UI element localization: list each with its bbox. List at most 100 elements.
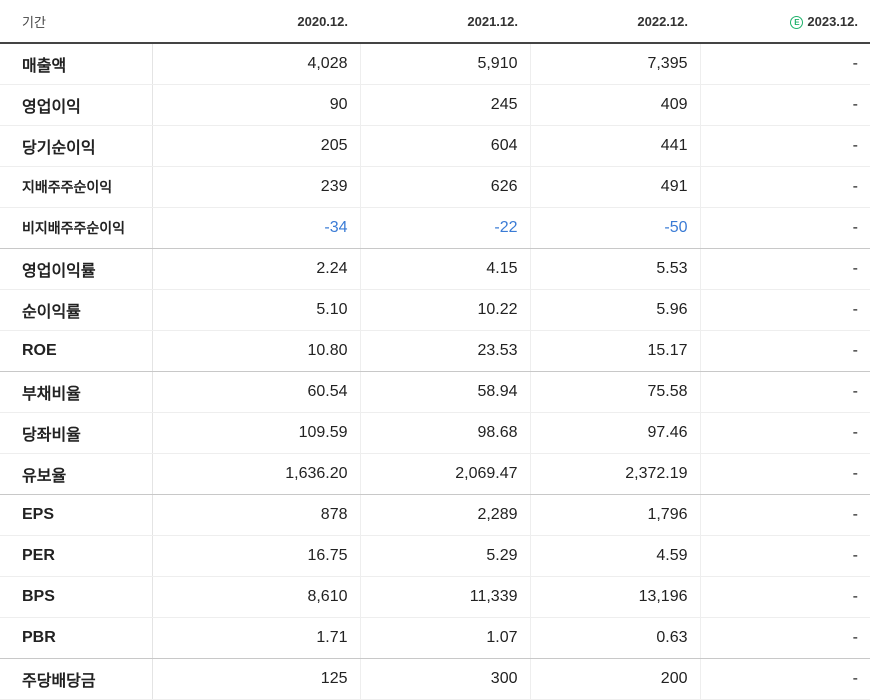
period-header: 기간 <box>0 0 152 44</box>
cell-value: 7,395 <box>530 43 701 85</box>
cell-value: -34 <box>152 207 361 249</box>
cell-value: 200 <box>530 658 701 700</box>
cell-value: - <box>700 535 870 577</box>
cell-value: 1,796 <box>530 494 701 536</box>
cell-value: - <box>700 84 870 126</box>
cell-value: - <box>700 494 870 536</box>
cell-value: 441 <box>530 125 701 167</box>
table-body: 매출액 4,028 5,910 7,395- 영업이익 90 245 409- 당기순이익 205… <box>0 43 870 700</box>
row-label: 영업이익률 <box>0 248 153 290</box>
cell-value: 491 <box>530 166 701 208</box>
cell-value: 5.96 <box>530 289 701 331</box>
cell-value: 23.53 <box>360 330 531 372</box>
cell-value: 97.46 <box>530 412 701 454</box>
table-row: 순이익률 5.10 10.22 5.96- <box>0 289 870 331</box>
table-row: 지배주주순이익 239 626 491- <box>0 166 870 208</box>
cell-value: - <box>700 453 870 495</box>
row-label: 지배주주순이익 <box>0 166 153 208</box>
cell-value: 4.15 <box>360 248 531 290</box>
column-header-2023-estimate: E 2023.12. <box>700 0 870 44</box>
cell-value: 239 <box>152 166 361 208</box>
table-row: 주당배당금 125 300 200- <box>0 658 870 700</box>
cell-value: -22 <box>360 207 531 249</box>
cell-value: 58.94 <box>360 371 531 413</box>
cell-value: 878 <box>152 494 361 536</box>
table-row: 영업이익 90 245 409- <box>0 84 870 126</box>
cell-value: 4,028 <box>152 43 361 85</box>
row-label: 주당배당금 <box>0 658 153 700</box>
cell-value: 5.29 <box>360 535 531 577</box>
cell-value: - <box>700 658 870 700</box>
row-label: BPS <box>0 576 153 618</box>
cell-value: 98.68 <box>360 412 531 454</box>
cell-value: 15.17 <box>530 330 701 372</box>
row-label: 당좌비율 <box>0 412 153 454</box>
row-label: EPS <box>0 494 153 536</box>
cell-value: 8,610 <box>152 576 361 618</box>
cell-value: 0.63 <box>530 617 701 659</box>
cell-value: 2,372.19 <box>530 453 701 495</box>
cell-value: 2,289 <box>360 494 531 536</box>
table-row: EPS 878 2,289 1,796- <box>0 494 870 536</box>
cell-value: 300 <box>360 658 531 700</box>
cell-value: - <box>700 371 870 413</box>
cell-value: 60.54 <box>152 371 361 413</box>
cell-value: - <box>700 576 870 618</box>
table-header-row: 기간 2020.12. 2021.12. 2022.12. E 2023.12. <box>0 0 870 44</box>
row-label: PER <box>0 535 153 577</box>
cell-value: 2,069.47 <box>360 453 531 495</box>
table-row: 비지배주주순이익 -34 -22 -50- <box>0 207 870 249</box>
cell-value: - <box>700 166 870 208</box>
row-label: 영업이익 <box>0 84 153 126</box>
table-row: 매출액 4,028 5,910 7,395- <box>0 43 870 85</box>
table-row: 영업이익률 2.24 4.15 5.53- <box>0 248 870 290</box>
cell-value: 626 <box>360 166 531 208</box>
table-row: BPS 8,610 11,339 13,196- <box>0 576 870 618</box>
cell-value: 245 <box>360 84 531 126</box>
row-label: 부채비율 <box>0 371 153 413</box>
cell-value: 90 <box>152 84 361 126</box>
table-row: 부채비율 60.54 58.94 75.58- <box>0 371 870 413</box>
cell-value: - <box>700 125 870 167</box>
cell-value: 125 <box>152 658 361 700</box>
row-label: PBR <box>0 617 153 659</box>
cell-value: - <box>700 43 870 85</box>
cell-value: 109.59 <box>152 412 361 454</box>
row-label: ROE <box>0 330 153 372</box>
cell-value: 4.59 <box>530 535 701 577</box>
cell-value: 1.07 <box>360 617 531 659</box>
cell-value: - <box>700 330 870 372</box>
cell-value: 1.71 <box>152 617 361 659</box>
cell-value: 205 <box>152 125 361 167</box>
cell-value: 604 <box>360 125 531 167</box>
column-header-2023-label: 2023.12. <box>807 13 858 29</box>
cell-value: - <box>700 248 870 290</box>
row-label: 매출액 <box>0 43 153 85</box>
cell-value: 11,339 <box>360 576 531 618</box>
cell-value: 5,910 <box>360 43 531 85</box>
cell-value: 2.24 <box>152 248 361 290</box>
table-row: PER 16.75 5.29 4.59- <box>0 535 870 577</box>
table-row: 유보율 1,636.20 2,069.47 2,372.19- <box>0 453 870 495</box>
cell-value: 10.22 <box>360 289 531 331</box>
cell-value: -50 <box>530 207 701 249</box>
row-label: 유보율 <box>0 453 153 495</box>
cell-value: - <box>700 289 870 331</box>
table-row: 당좌비율 109.59 98.68 97.46- <box>0 412 870 454</box>
cell-value: 1,636.20 <box>152 453 361 495</box>
cell-value: - <box>700 207 870 249</box>
estimate-icon: E <box>790 15 804 29</box>
cell-value: 5.10 <box>152 289 361 331</box>
cell-value: 16.75 <box>152 535 361 577</box>
cell-value: 10.80 <box>152 330 361 372</box>
cell-value: 13,196 <box>530 576 701 618</box>
table-row: ROE 10.80 23.53 15.17- <box>0 330 870 372</box>
row-label: 순이익률 <box>0 289 153 331</box>
cell-value: - <box>700 412 870 454</box>
row-label: 당기순이익 <box>0 125 153 167</box>
cell-value: 409 <box>530 84 701 126</box>
table-row: 당기순이익 205 604 441- <box>0 125 870 167</box>
row-label: 비지배주주순이익 <box>0 207 153 249</box>
column-header-2021: 2021.12. <box>360 0 530 44</box>
